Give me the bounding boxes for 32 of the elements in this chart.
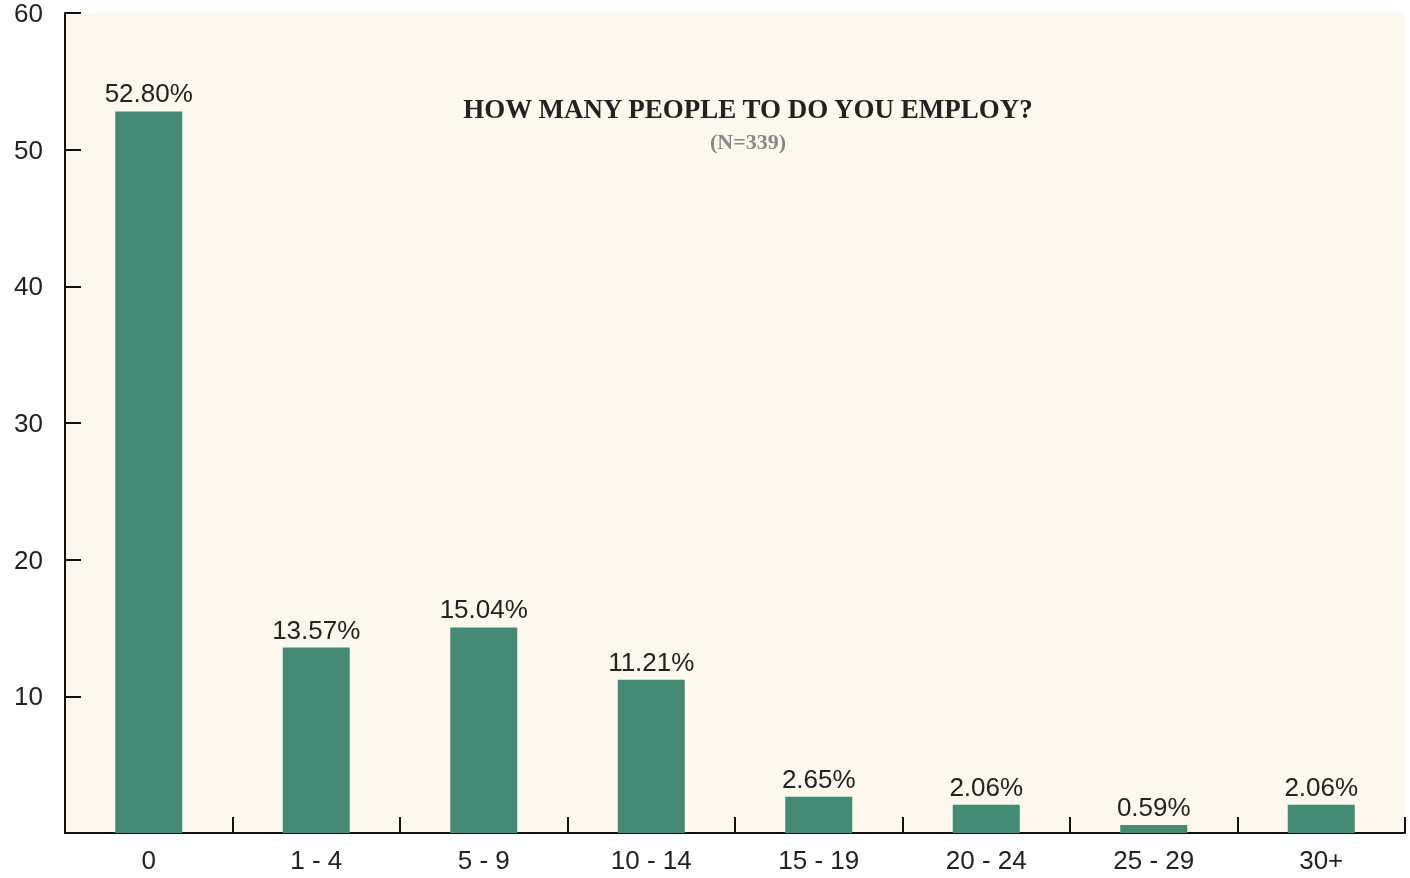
data-label: 2.06%	[1284, 771, 1359, 802]
data-label: 2.06%	[949, 771, 1024, 802]
bar	[450, 627, 518, 833]
bar	[115, 111, 183, 833]
y-tick-label: 40	[14, 271, 43, 302]
data-label: 13.57%	[272, 614, 361, 645]
data-label: 11.21%	[608, 646, 695, 677]
y-tick-label: 10	[14, 681, 43, 712]
text: (N=339)	[709, 128, 787, 154]
bar	[1120, 824, 1188, 833]
x-tick-label: 10 - 14	[610, 845, 692, 875]
x-tick-label: 0	[141, 845, 156, 875]
x-tick-label: 20 - 24	[945, 845, 1027, 875]
y-tick-label: 50	[14, 134, 43, 165]
y-tick-label: 60	[14, 0, 43, 28]
bar	[282, 647, 350, 833]
bar	[952, 804, 1020, 833]
x-tick-label: 5 - 9	[457, 845, 510, 875]
x-tick-label: 25 - 29	[1113, 845, 1195, 875]
bar	[1287, 804, 1355, 833]
bar	[785, 796, 853, 833]
x-tick-label: 15 - 19	[778, 845, 860, 875]
data-label: 2.65%	[781, 763, 856, 794]
y-tick-label: 30	[14, 408, 43, 438]
data-label: 15.04%	[439, 594, 528, 625]
data-label: 52.80%	[104, 78, 193, 109]
x-tick-label: 30+	[1299, 845, 1344, 875]
text: HOW MANY PEOPLE TO DO YOU EMPLOY?	[463, 93, 1033, 124]
x-tick-label: 1 - 4	[290, 845, 343, 875]
y-tick-label: 20	[14, 544, 43, 575]
data-label: 0.59%	[1116, 791, 1191, 822]
bar	[617, 679, 685, 833]
